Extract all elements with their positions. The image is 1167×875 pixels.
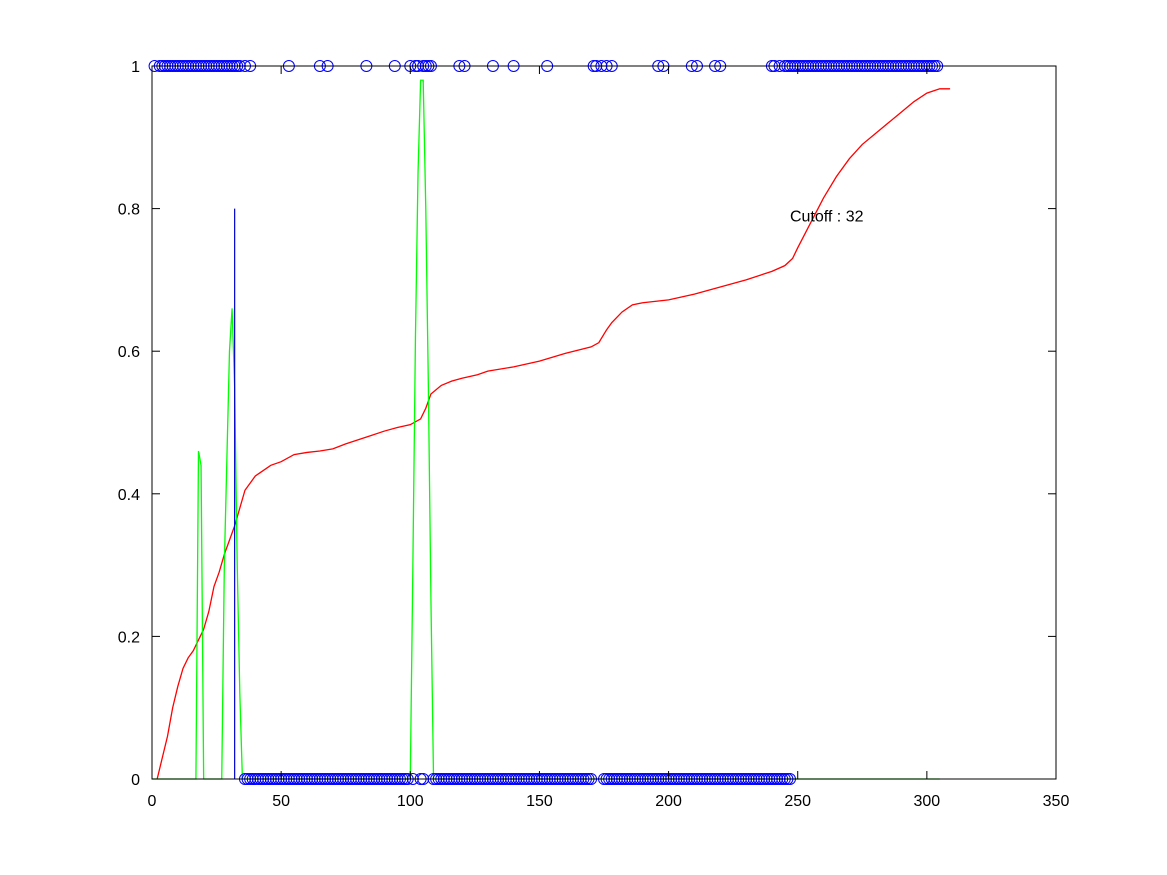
x-tick-label: 300 [914,793,941,810]
x-tick-label: 350 [1043,793,1070,810]
x-tick-label: 200 [655,793,682,810]
y-tick-label: 0.6 [118,344,140,361]
x-tick-label: 250 [784,793,811,810]
series-line-0 [156,88,951,780]
x-tick-label: 100 [397,793,424,810]
cutoff-annotation: Cutoff : 32 [790,209,864,226]
y-tick-label: 0.2 [118,629,140,646]
y-tick-label: 0.4 [118,487,140,504]
x-tick-label: 0 [148,793,157,810]
axis-ticks: 0 50 100 150 200 250 300 350 0 0.2 0.4 0.6 0.8 1 [118,59,1070,810]
axes-frame [151,65,1057,780]
y-tick-label: 1 [131,59,140,76]
x-tick-label: 150 [526,793,553,810]
x-tick-label: 50 [272,793,290,810]
y-tick-label: 0 [131,772,140,789]
y-tick-label: 0.8 [118,202,140,219]
